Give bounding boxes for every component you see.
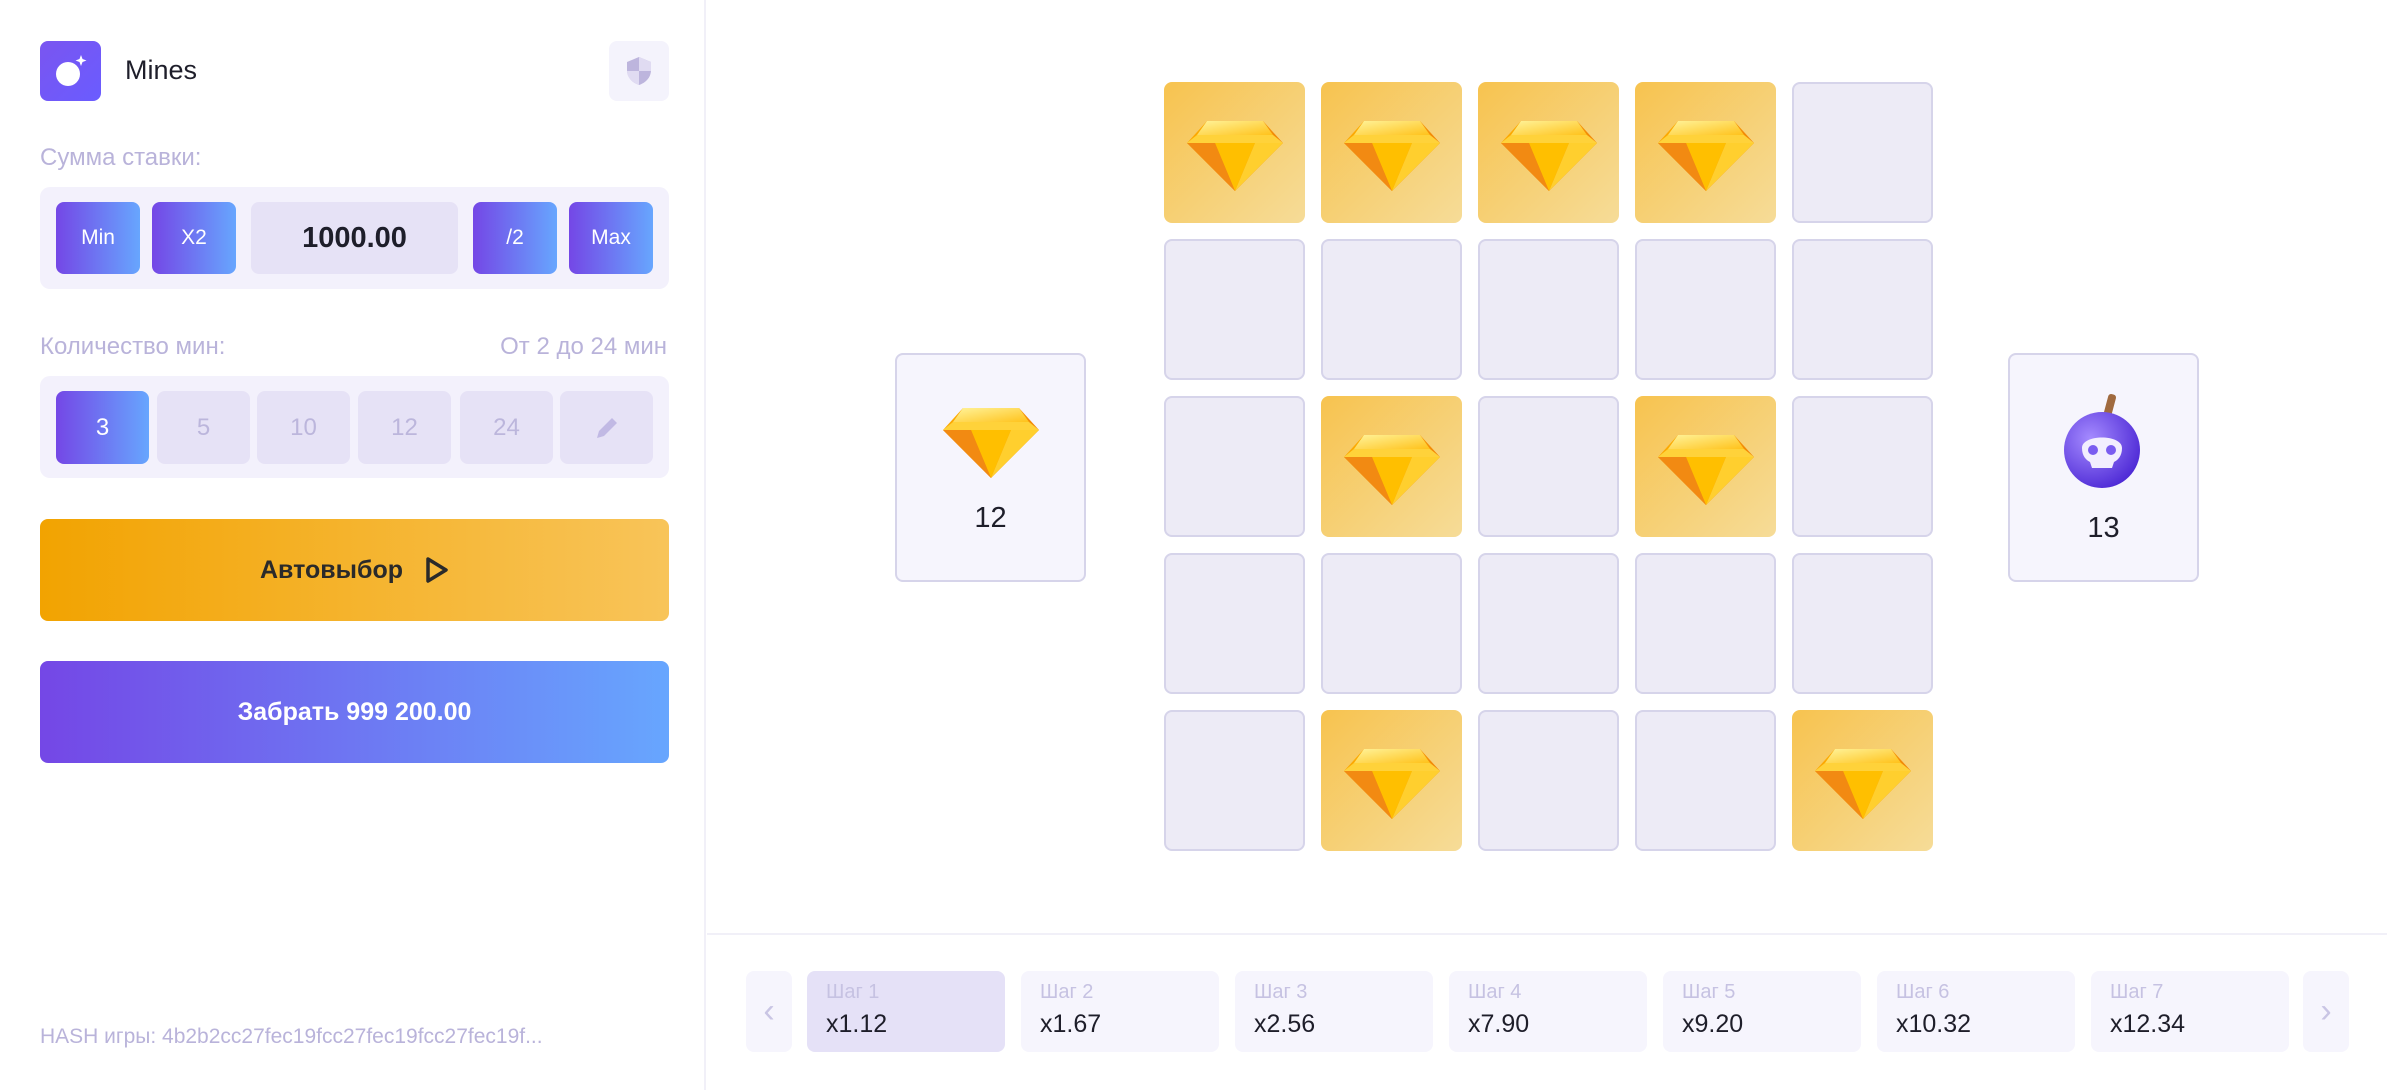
mines-remaining-card: 13: [2008, 353, 2199, 582]
collect-button[interactable]: Забрать 999 200.00: [40, 661, 669, 763]
grid-cell-gem[interactable]: [1164, 82, 1305, 223]
mines-grid: [1164, 82, 1934, 852]
grid-cell-closed[interactable]: [1164, 710, 1305, 851]
mines-option-5[interactable]: 5: [157, 391, 250, 464]
gems-remaining-count: 12: [974, 502, 1007, 534]
mines-remaining-count: 13: [2087, 512, 2120, 544]
gem-icon: [1185, 113, 1285, 193]
gem-icon: [1342, 113, 1442, 193]
step-label: Шаг 2: [1040, 981, 1094, 1003]
grid-cell-gem[interactable]: [1635, 82, 1776, 223]
grid-cell-gem[interactable]: [1321, 710, 1462, 851]
bomb-icon: [40, 41, 101, 101]
step-7[interactable]: Шаг 7 x12.34: [2091, 971, 2289, 1052]
step-multiplier: x1.67: [1040, 1010, 1102, 1038]
gem-icon: [941, 400, 1041, 480]
step-multiplier: x10.32: [1896, 1010, 1972, 1038]
shield-icon: [627, 57, 651, 85]
bet-amount-input[interactable]: 1000.00: [251, 202, 458, 274]
mines-count-label: Количество мин:: [40, 333, 226, 360]
grid-cell-closed[interactable]: [1164, 239, 1305, 380]
grid-cell-closed[interactable]: [1321, 239, 1462, 380]
grid-cell-gem[interactable]: [1321, 396, 1462, 537]
step-4[interactable]: Шаг 4 x7.90: [1449, 971, 1647, 1052]
mines-option-3[interactable]: 3: [56, 391, 149, 464]
grid-cell-gem[interactable]: [1478, 82, 1619, 223]
bomb-skull-icon: [2063, 394, 2140, 488]
step-label: Шаг 1: [826, 981, 880, 1003]
provably-fair-button[interactable]: [609, 41, 669, 101]
step-2[interactable]: Шаг 2 x1.67: [1021, 971, 1219, 1052]
game-title: Mines: [125, 55, 198, 85]
gems-remaining-card: 12: [895, 353, 1086, 582]
grid-cell-closed[interactable]: [1164, 553, 1305, 694]
mines-range-label: От 2 до 24 мин: [500, 333, 667, 360]
max-bet-button[interactable]: Max: [569, 202, 653, 274]
step-multiplier: x1.12: [826, 1010, 888, 1038]
grid-cell-closed[interactable]: [1792, 396, 1933, 537]
step-1[interactable]: Шаг 1 x1.12: [807, 971, 1005, 1052]
bet-amount-label: Сумма ставки:: [40, 144, 202, 171]
gem-icon: [1342, 741, 1442, 821]
grid-cell-closed[interactable]: [1792, 553, 1933, 694]
game-hash: HASH игры: 4b2b2cc27fec19fcc27fec19fcc27…: [40, 1025, 543, 1048]
step-label: Шаг 3: [1254, 981, 1308, 1003]
mines-option-24[interactable]: 24: [460, 391, 553, 464]
grid-cell-closed[interactable]: [1478, 239, 1619, 380]
step-label: Шаг 4: [1468, 981, 1522, 1003]
step-multiplier: x12.34: [2110, 1010, 2186, 1038]
mines-option-10[interactable]: 10: [257, 391, 350, 464]
step-label: Шаг 5: [1682, 981, 1736, 1003]
chevron-left-icon: ‹: [763, 992, 775, 1030]
step-multiplier: x9.20: [1682, 1010, 1744, 1038]
grid-cell-closed[interactable]: [1792, 82, 1933, 223]
grid-cell-closed[interactable]: [1792, 239, 1933, 380]
pencil-icon: [596, 417, 617, 438]
step-label: Шаг 6: [1896, 981, 1950, 1003]
chevron-right-icon: ›: [2320, 992, 2332, 1030]
half-bet-button[interactable]: /2: [473, 202, 557, 274]
autoselect-button[interactable]: Автовыбор: [40, 519, 669, 621]
gem-icon: [1656, 113, 1756, 193]
control-panel: Mines Сумма ставки: Min X2 1000.00 /2 Ma…: [0, 0, 706, 1090]
grid-cell-closed[interactable]: [1635, 553, 1776, 694]
gem-icon: [1656, 427, 1756, 507]
bet-controls: Min X2 1000.00 /2 Max: [40, 187, 669, 289]
grid-cell-closed[interactable]: [1478, 710, 1619, 851]
grid-cell-closed[interactable]: [1164, 396, 1305, 537]
grid-cell-gem[interactable]: [1792, 710, 1933, 851]
step-3[interactable]: Шаг 3 x2.56: [1235, 971, 1433, 1052]
grid-cell-closed[interactable]: [1478, 396, 1619, 537]
min-bet-button[interactable]: Min: [56, 202, 140, 274]
step-label: Шаг 7: [2110, 981, 2164, 1003]
step-6[interactable]: Шаг 6 x10.32: [1877, 971, 2075, 1052]
play-icon: [426, 557, 448, 583]
mines-count-selector: 3 5 10 12 24: [40, 376, 669, 478]
double-bet-button[interactable]: X2: [152, 202, 236, 274]
grid-cell-closed[interactable]: [1321, 553, 1462, 694]
steps-next-button[interactable]: ›: [2303, 971, 2349, 1052]
step-5[interactable]: Шаг 5 x9.20: [1663, 971, 1861, 1052]
grid-cell-closed[interactable]: [1635, 239, 1776, 380]
gem-icon: [1813, 741, 1913, 821]
mines-option-12[interactable]: 12: [358, 391, 451, 464]
grid-cell-gem[interactable]: [1635, 396, 1776, 537]
divider: [707, 933, 2387, 935]
grid-cell-gem[interactable]: [1321, 82, 1462, 223]
step-multiplier: x7.90: [1468, 1010, 1530, 1038]
grid-cell-closed[interactable]: [1635, 710, 1776, 851]
custom-mines-button[interactable]: [560, 391, 653, 464]
steps-prev-button[interactable]: ‹: [746, 971, 792, 1052]
gem-icon: [1342, 427, 1442, 507]
step-multiplier: x2.56: [1254, 1010, 1316, 1038]
grid-cell-closed[interactable]: [1478, 553, 1619, 694]
autoselect-label: Автовыбор: [260, 555, 403, 584]
gem-icon: [1499, 113, 1599, 193]
